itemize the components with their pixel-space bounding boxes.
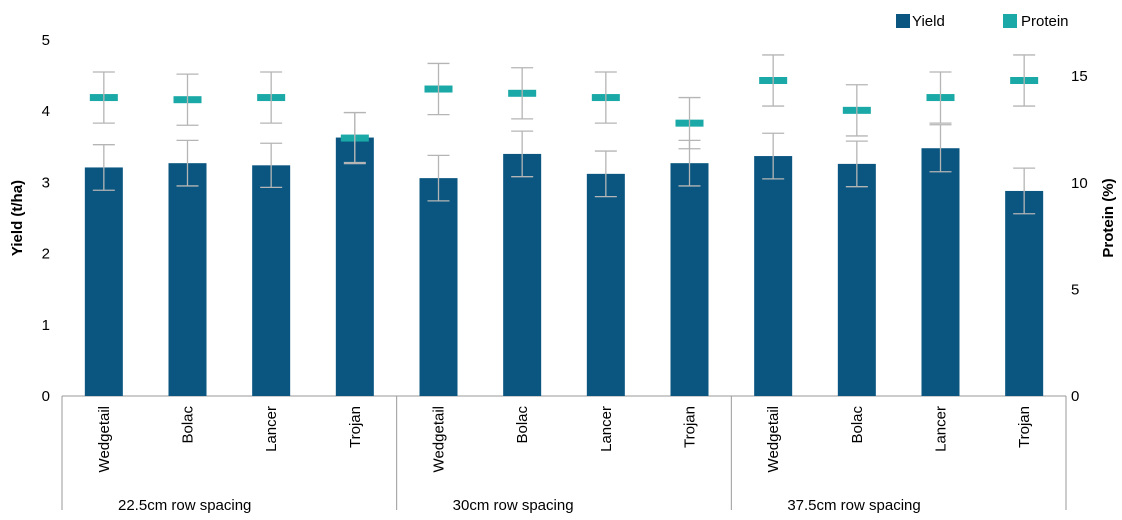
yield-bar — [168, 163, 207, 396]
y-tick-label: 0 — [42, 388, 50, 405]
legend: Yield Protein — [896, 13, 1069, 30]
legend-protein-swatch — [1003, 14, 1017, 28]
y-tick-label: 1 — [42, 317, 50, 334]
group-label: 37.5cm row spacing — [787, 497, 920, 514]
y2-axis-title: Protein (%) — [1100, 178, 1117, 257]
group-label: 30cm row spacing — [453, 497, 574, 514]
y2-tick-label: 0 — [1071, 388, 1079, 405]
legend-yield-swatch — [896, 14, 910, 28]
yield-bar — [921, 148, 960, 396]
category-label: Lancer — [598, 406, 615, 452]
legend-yield-label: Yield — [912, 13, 945, 30]
category-label: Lancer — [263, 406, 280, 452]
yield-bar — [754, 156, 793, 396]
category-label: Lancer — [933, 406, 950, 452]
category-label: Wedgetail — [765, 406, 782, 472]
category-label: Wedgetail — [431, 406, 448, 472]
yield-bar — [586, 173, 625, 396]
yield-bar — [837, 163, 876, 396]
category-label: Trojan — [347, 406, 364, 448]
yield-bar — [503, 153, 542, 396]
y-tick-label: 4 — [42, 103, 50, 120]
axes: 0 1 2 3 4 5 0 5 10 15 — [42, 32, 1088, 510]
y-axis-title: Yield (t/ha) — [9, 180, 26, 256]
yield-bar — [84, 167, 123, 396]
y-tick-label: 5 — [42, 32, 50, 49]
y-tick-label: 2 — [42, 246, 50, 263]
yield-bar — [335, 137, 374, 396]
category-labels: Wedgetail Bolac Lancer Trojan 22.5cm row spa… — [96, 406, 1033, 514]
yield-bars — [84, 137, 1044, 396]
category-label: Trojan — [682, 406, 699, 448]
y-tick-label: 3 — [42, 174, 50, 191]
y2-tick-label: 5 — [1071, 281, 1079, 298]
yield-bar — [670, 163, 709, 396]
category-label: Bolac — [849, 406, 866, 444]
protein-markers — [89, 77, 1039, 142]
category-label: Bolac — [514, 406, 531, 444]
legend-protein-label: Protein — [1021, 13, 1069, 30]
category-label: Wedgetail — [96, 406, 113, 472]
category-label: Bolac — [180, 406, 197, 444]
category-label: Trojan — [1016, 406, 1033, 448]
y2-tick-label: 10 — [1071, 175, 1088, 192]
yield-bar — [1005, 190, 1044, 396]
error-bars — [92, 54, 1036, 215]
group-label: 22.5cm row spacing — [118, 497, 251, 514]
yield-bar — [419, 178, 458, 396]
y2-tick-label: 15 — [1071, 68, 1088, 85]
yield-bar — [252, 165, 291, 396]
